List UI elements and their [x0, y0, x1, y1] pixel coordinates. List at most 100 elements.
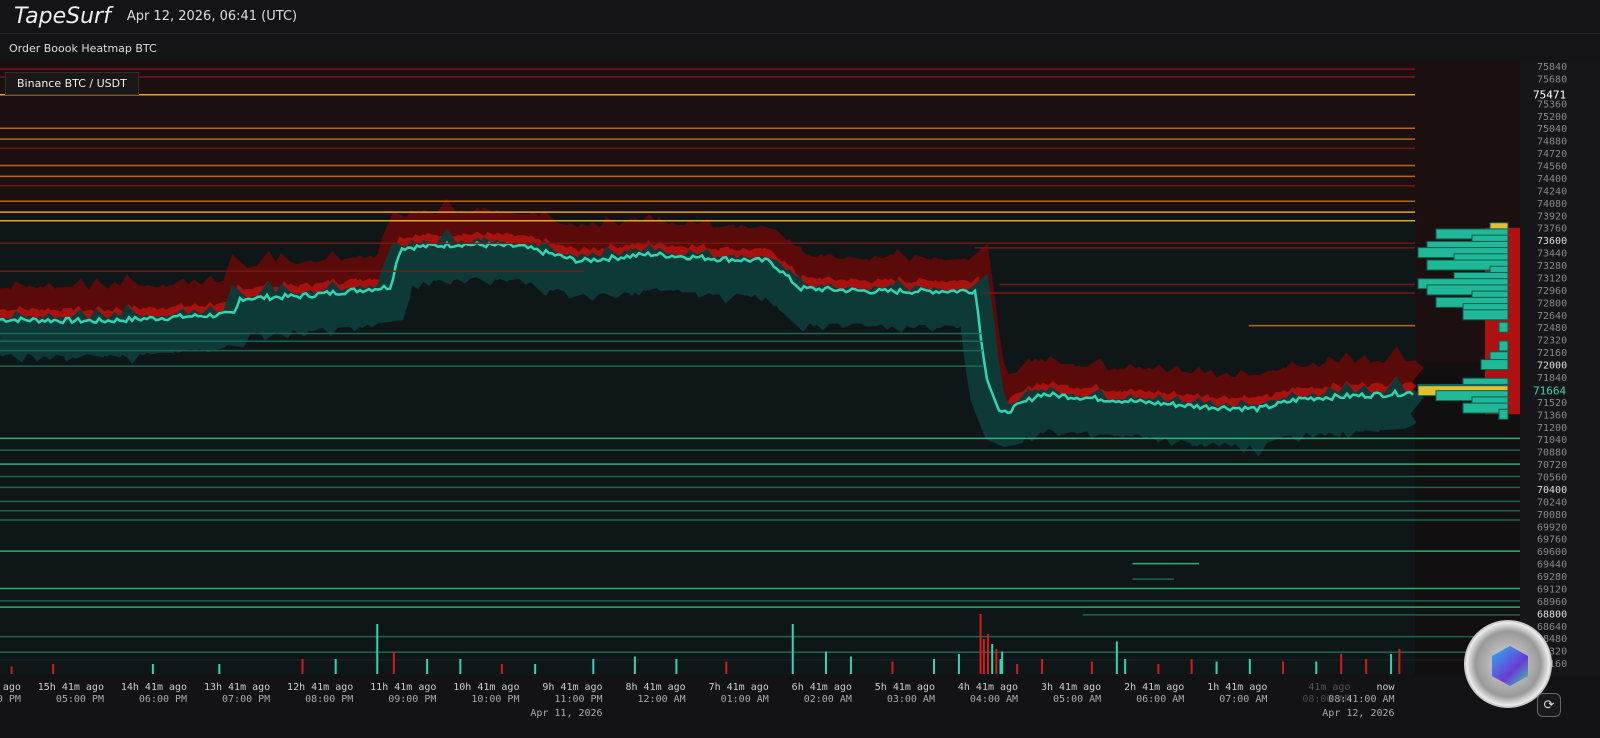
- volume-bar: [725, 661, 728, 674]
- volume-bar: [10, 666, 13, 674]
- y-tick-label: 68480: [1537, 634, 1567, 645]
- x-tick-label: 05:00 PM: [56, 694, 104, 705]
- x-tick-label: 2h 41m ago: [1124, 682, 1184, 693]
- y-tick-label: 72800: [1537, 298, 1567, 309]
- x-tick-label: 6h 41m ago: [792, 682, 852, 693]
- refresh-button[interactable]: ⟳: [1537, 693, 1561, 717]
- refresh-icon: ⟳: [1543, 697, 1555, 713]
- y-tick-label: 68160: [1537, 659, 1567, 670]
- x-tick-label: 12h 41m ago: [287, 682, 353, 693]
- x-tick-label: 07:00 PM: [222, 694, 270, 705]
- y-tick-label: 70720: [1537, 460, 1567, 471]
- price-marker-label: 71664: [1533, 385, 1566, 398]
- volume-bar: [849, 656, 852, 674]
- volume-bar: [995, 649, 998, 674]
- x-tick-label: 9h 41m ago: [542, 682, 602, 693]
- x-tick-label: 06:00 AM: [1136, 694, 1184, 705]
- x-tick-label: 12:00 AM: [638, 694, 686, 705]
- market-label[interactable]: Binance BTC / USDT: [5, 72, 139, 95]
- volume-bar: [392, 651, 395, 674]
- volume-bar: [1090, 661, 1093, 674]
- volume-bar: [1282, 661, 1285, 674]
- chart-title: Order Boook Heatmap BTC: [0, 35, 1600, 62]
- y-tick-label: 74080: [1537, 199, 1567, 210]
- y-tick-label: 75200: [1537, 112, 1567, 123]
- volume-bar: [1041, 659, 1044, 674]
- volume-bar: [52, 664, 55, 674]
- cube-logo-icon: [1492, 646, 1528, 686]
- volume-bar: [1340, 654, 1343, 674]
- y-tick-label: 68800: [1537, 609, 1567, 620]
- volume-bar: [592, 659, 595, 674]
- x-tick-label: 06:00 PM: [139, 694, 187, 705]
- x-tick-label: 8h 41m ago: [625, 682, 685, 693]
- x-tick-label: Apr 12, 2026: [1322, 708, 1394, 719]
- y-tick-label: 68640: [1537, 622, 1567, 633]
- mid-price-line: [0, 240, 1414, 415]
- order-book-profile-bar: [1498, 321, 1509, 333]
- x-tick-label: 11h 41m ago: [370, 682, 436, 693]
- x-tick-label: 4h 41m ago: [958, 682, 1018, 693]
- y-tick-label: 71200: [1537, 423, 1567, 434]
- x-tick-label: 01:00 AM: [721, 694, 769, 705]
- y-tick-label: 75360: [1537, 99, 1567, 110]
- x-tick-label: Apr 11, 2026: [530, 708, 602, 719]
- x-tick-label: 7h 41m ago: [709, 682, 769, 693]
- volume-bar: [891, 661, 894, 674]
- volume-bar: [987, 634, 990, 674]
- volume-bar: [1115, 641, 1118, 674]
- volume-bar: [982, 639, 985, 674]
- volume-bar: [824, 651, 827, 674]
- y-tick-label: 74240: [1537, 186, 1567, 197]
- volume-bar: [1001, 651, 1004, 674]
- x-tick-label: 03:00 AM: [887, 694, 935, 705]
- x-tick-label: 08:00 AM: [1302, 694, 1350, 705]
- y-tick-label: 72960: [1537, 286, 1567, 297]
- volume-bar: [459, 659, 462, 674]
- volume-bar: [1390, 654, 1393, 674]
- x-tick-label: 08:00 PM: [305, 694, 353, 705]
- volume-bar: [1016, 664, 1019, 674]
- x-tick-label: 10:00 PM: [471, 694, 519, 705]
- volume-bar: [999, 659, 1002, 674]
- x-tick-label: 11:00 PM: [554, 694, 602, 705]
- x-tick-label: 10h 41m ago: [453, 682, 519, 693]
- volume-bar: [1190, 659, 1193, 674]
- y-tick-label: 71360: [1537, 410, 1567, 421]
- x-tick-label: 1h 41m ago: [1207, 682, 1267, 693]
- volume-bar: [1157, 664, 1160, 674]
- y-tick-label: 73760: [1537, 224, 1567, 235]
- y-tick-label: 74560: [1537, 162, 1567, 173]
- y-tick-label: 72480: [1537, 323, 1567, 334]
- volume-bar: [791, 624, 794, 674]
- price-axis: [1520, 62, 1600, 676]
- y-tick-label: 72160: [1537, 348, 1567, 359]
- volume-bar: [500, 664, 503, 674]
- order-book-profile-bar: [1462, 309, 1509, 321]
- y-tick-label: 70880: [1537, 448, 1567, 459]
- y-tick-label: 71040: [1537, 435, 1567, 446]
- x-tick-label: now: [1376, 682, 1395, 693]
- y-tick-label: 69440: [1537, 560, 1567, 571]
- volume-bar: [1315, 661, 1318, 674]
- x-tick-label: 0 PM: [0, 694, 21, 705]
- bid-heat-band: [0, 228, 1424, 457]
- timestamp: Apr 12, 2026, 06:41 (UTC): [126, 9, 298, 24]
- volume-bar: [376, 624, 379, 674]
- brand-logo[interactable]: TapeSurf: [14, 4, 111, 29]
- top-bar: TapeSurf Apr 12, 2026, 06:41 (UTC): [0, 0, 1600, 34]
